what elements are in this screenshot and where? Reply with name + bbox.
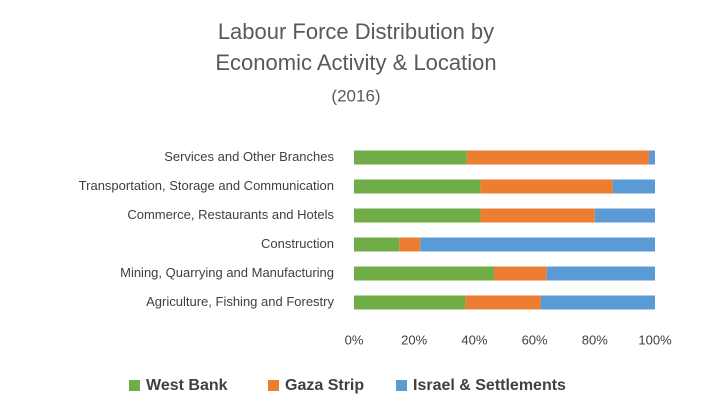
bar-segment [480,179,613,194]
bar-segment [546,266,655,281]
bar-segment [354,295,466,310]
bar-segment [540,295,655,310]
bar-segment [354,150,467,165]
bar-segment [480,208,595,223]
legend-label: Gaza Strip [285,377,364,394]
bar-segment [594,208,655,223]
chart-subtitle: (2016) [331,86,380,105]
y-tick-label: Services and Other Branches [164,149,334,164]
legend-label: West Bank [146,377,228,394]
y-tick-label: Transportation, Storage and Communicatio… [79,178,334,193]
bar-segment [399,237,421,252]
legend-swatch [268,380,279,391]
chart-title: Labour Force Distribution by [218,19,494,44]
bar-segment [493,266,547,281]
bar-segment [354,208,481,223]
bar-segment [354,179,481,194]
bar-segment [354,266,494,281]
x-tick-label: 40% [461,332,487,347]
legend-swatch [129,380,140,391]
x-tick-label: 100% [638,332,672,347]
bar-segment [465,295,541,310]
y-tick-label: Construction [261,236,334,251]
chart-title: Economic Activity & Location [215,50,496,75]
bar-segment [648,150,655,165]
legend-swatch [396,380,407,391]
x-tick-label: 0% [345,332,364,347]
x-tick-label: 60% [522,332,548,347]
bar-segment [420,237,655,252]
bar-segment [354,237,400,252]
y-tick-label: Commerce, Restaurants and Hotels [127,207,334,222]
legend-label: Israel & Settlements [413,377,566,394]
x-tick-label: 20% [401,332,427,347]
y-tick-label: Agriculture, Fishing and Forestry [146,294,334,309]
y-tick-label: Mining, Quarrying and Manufacturing [120,265,334,280]
bar-segment [612,179,655,194]
bar-segment [466,150,649,165]
x-tick-label: 80% [582,332,608,347]
